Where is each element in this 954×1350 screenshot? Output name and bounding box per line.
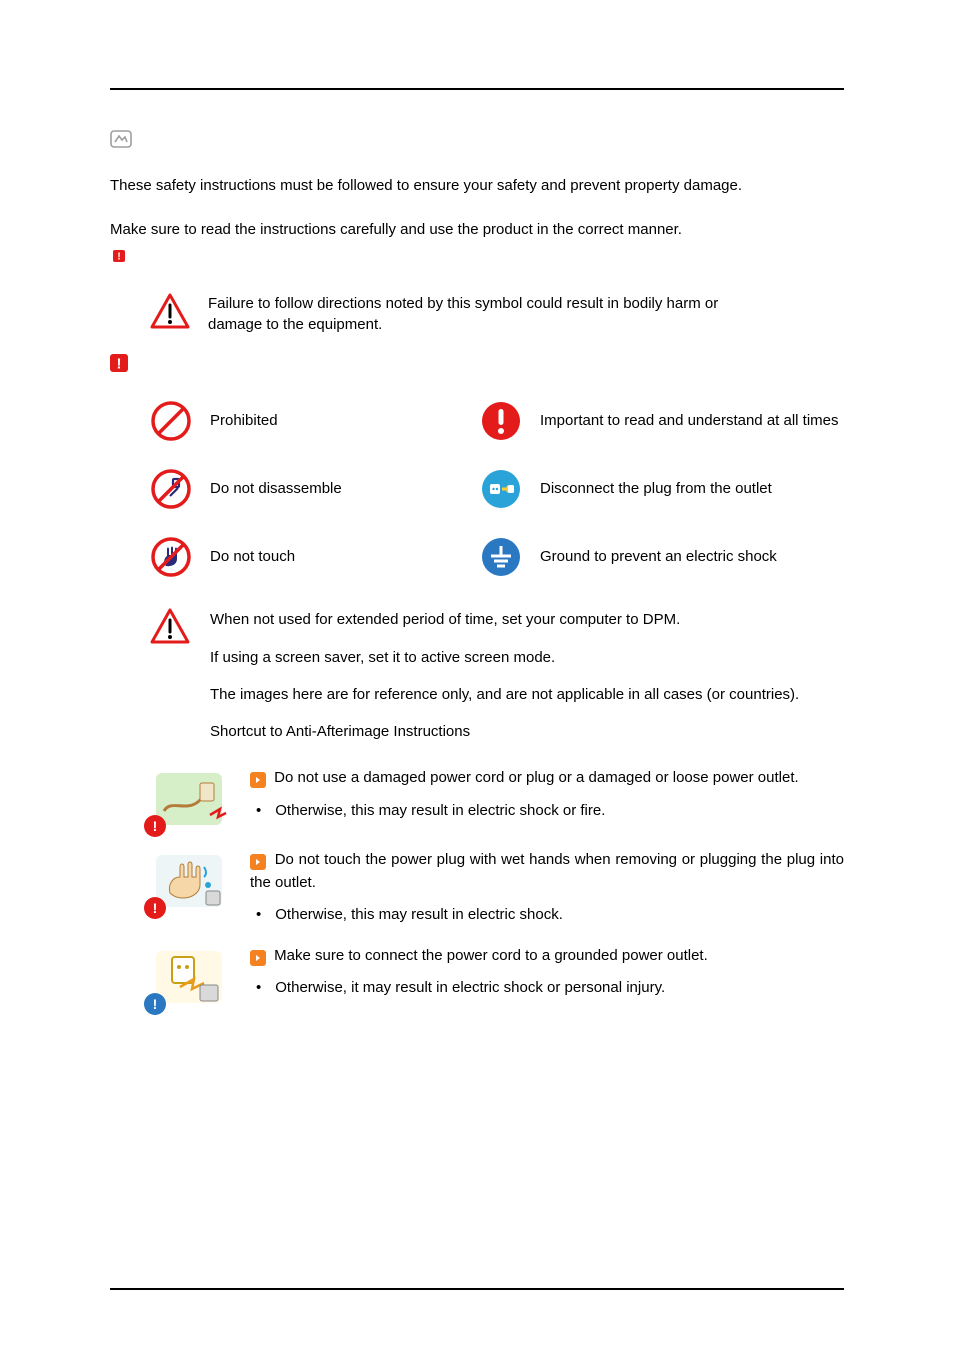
instruction-text: Make sure to connect the power cord to a… <box>250 945 844 1000</box>
intro-paragraph-1: These safety instructions must be follow… <box>110 175 844 197</box>
alert-badge-icon: ! <box>144 815 166 837</box>
alert-icon: ! <box>110 247 128 265</box>
instruction-bullet-row: • Otherwise, it may result in electric sh… <box>250 977 844 1000</box>
legend-row: Do not touch Ground to prevent an electr… <box>150 536 844 578</box>
warning-triangle-icon <box>150 293 190 334</box>
instruction-lead: Do not touch the power plug with wet han… <box>250 851 844 891</box>
bullet-dot-icon: • <box>256 800 261 823</box>
instruction-bullet-row: • Otherwise, this may result in electric … <box>250 800 844 823</box>
legend-label: Disconnect the plug from the outlet <box>522 479 772 499</box>
bullet-dot-icon: • <box>256 977 261 1000</box>
svg-text:!: ! <box>117 355 122 372</box>
instruction-illustration: ! <box>150 945 228 1009</box>
instruction-bullet: Otherwise, this may result in electric s… <box>275 800 605 823</box>
ground-icon <box>480 536 522 578</box>
important-icon <box>480 400 522 442</box>
top-rule <box>110 88 844 90</box>
instruction-illustration: ! <box>150 849 228 913</box>
page: These safety instructions must be follow… <box>0 0 954 1350</box>
power-note: When not used for extended period of tim… <box>210 608 799 631</box>
instruction-illustration: ! <box>150 767 228 831</box>
no-touch-icon <box>150 536 192 578</box>
instruction-row: ! Do not touch the power plug with wet h… <box>150 849 844 927</box>
prohibited-icon <box>150 400 192 442</box>
power-note: The images here are for reference only, … <box>210 683 799 706</box>
power-notes-text: When not used for extended period of tim… <box>210 608 799 757</box>
power-note: If using a screen saver, set it to activ… <box>210 646 799 669</box>
note-icon <box>110 130 132 148</box>
legend: Prohibited Important to read and underst… <box>150 400 844 578</box>
warning-row: Failure to follow directions noted by th… <box>150 293 844 337</box>
warning-text: Failure to follow directions noted by th… <box>208 293 748 337</box>
instruction-row: ! Do not use a damaged power cord or plu… <box>150 767 844 831</box>
power-notes-block: When not used for extended period of tim… <box>150 608 844 757</box>
instruction-lead: Do not use a damaged power cord or plug … <box>274 769 799 786</box>
instruction-text: Do not use a damaged power cord or plug … <box>250 767 844 822</box>
intro-paragraph-2: Make sure to read the instructions caref… <box>110 219 844 241</box>
bullet-arrow-icon <box>250 854 266 870</box>
instruction-bullet-row: • Otherwise, this may result in electric … <box>250 904 844 927</box>
instruction-row: ! Make sure to connect the power cord to… <box>150 945 844 1009</box>
bullet-arrow-icon <box>250 772 266 788</box>
legend-label: Ground to prevent an electric shock <box>522 547 777 567</box>
warning-triangle-icon <box>150 608 190 649</box>
power-note: Shortcut to Anti-Afterimage Instructions <box>210 720 799 743</box>
legend-label: Important to read and understand at all … <box>522 411 839 431</box>
alert-badge-icon: ! <box>144 897 166 919</box>
legend-label: Do not disassemble <box>192 479 342 499</box>
instruction-bullet: Otherwise, it may result in electric sho… <box>275 977 665 1000</box>
instruction-lead: Make sure to connect the power cord to a… <box>274 947 708 964</box>
instruction-text: Do not touch the power plug with wet han… <box>250 849 844 927</box>
bullet-arrow-icon <box>250 950 266 966</box>
bottom-rule <box>110 1288 844 1290</box>
ground-badge-icon: ! <box>144 993 166 1015</box>
bullet-dot-icon: • <box>256 904 261 927</box>
legend-row: Do not disassemble Disconnect the plug f… <box>150 468 844 510</box>
alert-icon: ! <box>110 354 128 372</box>
no-disassemble-icon <box>150 468 192 510</box>
instruction-bullet: Otherwise, this may result in electric s… <box>275 904 563 927</box>
legend-row: Prohibited Important to read and underst… <box>150 400 844 442</box>
legend-label: Prohibited <box>192 411 278 431</box>
disconnect-plug-icon <box>480 468 522 510</box>
svg-text:!: ! <box>117 251 120 262</box>
legend-label: Do not touch <box>192 547 295 567</box>
